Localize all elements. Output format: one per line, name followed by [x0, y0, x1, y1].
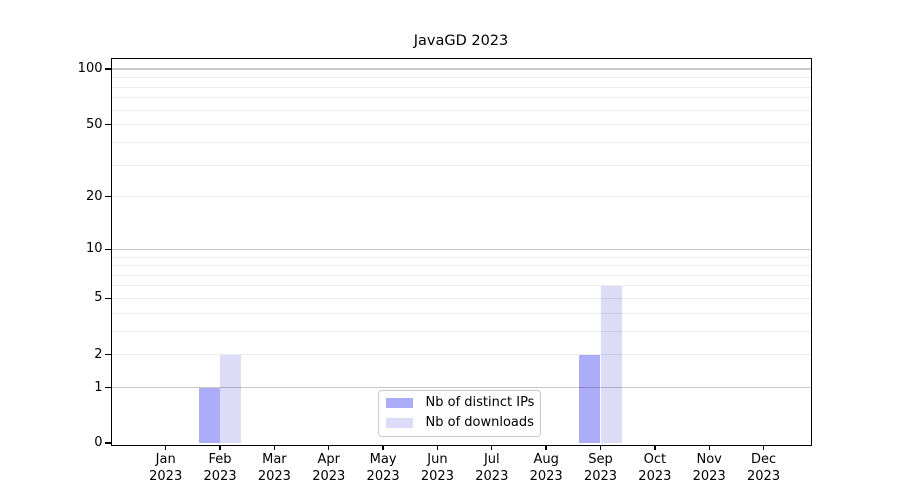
legend-label-distinct-ips: Nb of distinct IPs: [425, 395, 535, 410]
x-axis-label-feb: Feb 2023: [192, 451, 248, 485]
x-label-month: Jun: [427, 451, 448, 467]
y-axis-tick: [104, 196, 112, 198]
bar-nb-of-downloads-feb: [220, 354, 242, 444]
x-label-year: 2023: [583, 468, 618, 484]
bar-nb-of-downloads-sep: [600, 285, 622, 444]
x-label-month: Oct: [643, 451, 667, 467]
x-label-month: Aug: [533, 451, 559, 467]
x-axis-label-apr: Apr 2023: [301, 451, 357, 485]
x-axis-tick: [165, 444, 167, 450]
y-axis-tick: [104, 123, 112, 126]
x-axis-tick: [382, 444, 384, 450]
axis-layer: 0 1 2 5 10 20 50 100 Jan 2023 Feb 2023 Mar 2023 Apr 202…: [78, 59, 811, 483]
x-axis-tick: [273, 444, 276, 450]
plot-area: JavaGD 2023 0 1 2 5 10 20 50 100 Jan 2023 Feb 2023 M…: [78, 33, 812, 484]
y-axis-tick: [104, 354, 112, 356]
x-label-year: 2023: [420, 468, 454, 484]
x-label-year: 2023: [312, 468, 346, 484]
x-label-month: Apr: [317, 451, 341, 467]
legend-swatch-distinct-ips: [385, 398, 413, 408]
x-axis-label-jul: Jul 2023: [464, 451, 520, 485]
x-axis-tick: [436, 444, 439, 450]
x-label-month: Sep: [588, 451, 613, 467]
legend-item-distinct-ips: Nb of distinct IPs: [385, 395, 540, 411]
x-label-month: Nov: [696, 451, 722, 467]
x-axis-label-jun: Jun 2023: [409, 451, 465, 485]
y-axis-tick: [104, 387, 112, 389]
y-axis-tick: [104, 297, 112, 300]
x-label-year: 2023: [257, 468, 291, 484]
y-axis-tick-label: 10: [85, 241, 103, 257]
x-axis-label-may: May 2023: [355, 451, 411, 485]
y-axis-tick-label: 50: [85, 116, 103, 132]
legend-swatch-downloads: [385, 418, 413, 428]
y-axis-tick-label: 20: [85, 188, 103, 204]
x-label-month: Mar: [262, 451, 287, 467]
x-axis-tick: [491, 444, 493, 450]
x-axis-label-mar: Mar 2023: [246, 451, 302, 485]
x-label-year: 2023: [203, 468, 237, 484]
y-axis-tick: [104, 248, 112, 250]
legend-label-downloads: Nb of downloads: [425, 415, 534, 430]
y-axis-tick-label: 0: [94, 435, 103, 450]
y-axis-tick-label: 2: [94, 346, 103, 362]
x-label-year: 2023: [529, 468, 563, 484]
x-label-month: May: [369, 451, 397, 467]
y-axis-tick-label: 5: [94, 290, 103, 306]
y-axis-tick-label: 1: [94, 379, 103, 395]
y-axis-tick: [104, 68, 112, 70]
x-axis-tick: [328, 444, 330, 450]
y-axis-tick: [104, 442, 112, 444]
bar-nb-of-distinct-ips-sep: [579, 354, 601, 444]
x-label-month: Jul: [483, 451, 500, 467]
x-axis-label-aug: Aug 2023: [518, 451, 574, 485]
legend: Nb of distinct IPs Nb of downloads: [377, 389, 541, 437]
x-axis-label-oct: Oct 2023: [627, 451, 683, 485]
x-axis-tick: [708, 444, 710, 450]
x-axis-tick: [599, 444, 602, 450]
x-axis-label-sep: Sep 2023: [573, 451, 629, 485]
x-label-year: 2023: [747, 468, 781, 484]
x-label-month: Jan: [155, 451, 176, 467]
x-axis-label-jan: Jan 2023: [138, 451, 194, 485]
x-axis-tick: [762, 444, 765, 450]
x-label-year: 2023: [638, 468, 672, 484]
legend-item-downloads: Nb of downloads: [385, 415, 540, 431]
x-axis-tick: [654, 444, 656, 450]
x-label-year: 2023: [149, 468, 183, 484]
x-axis-tick: [219, 444, 221, 450]
bars-layer: [112, 59, 811, 445]
x-axis-label-dec: Dec 2023: [736, 451, 792, 485]
x-label-year: 2023: [692, 468, 726, 484]
x-label-year: 2023: [366, 468, 400, 484]
x-axis-tick: [545, 444, 547, 450]
y-axis-tick-label: 100: [77, 61, 103, 77]
x-axis-label-nov: Nov 2023: [681, 451, 737, 485]
x-label-month: Dec: [750, 451, 777, 467]
bar-nb-of-distinct-ips-feb: [198, 387, 221, 444]
x-label-year: 2023: [475, 468, 509, 484]
chart-title: JavaGD 2023: [413, 32, 509, 49]
x-label-month: Feb: [208, 451, 232, 467]
